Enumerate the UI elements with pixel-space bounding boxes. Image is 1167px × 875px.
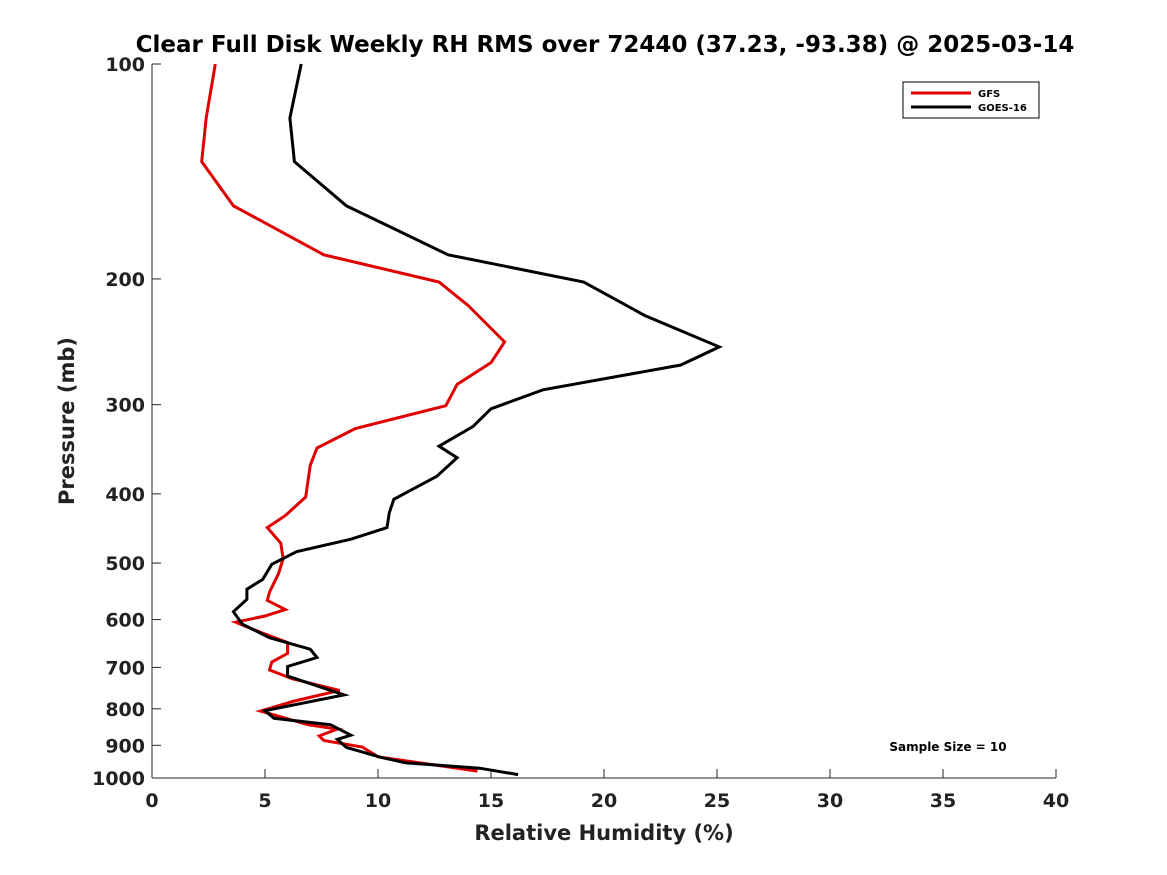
legend: GFS GOES-16 [902,81,1040,119]
y-tick-label: 900 [105,735,145,757]
y-tick-label: 400 [105,484,145,506]
y-tick-label: 600 [105,610,145,632]
chart-title: Clear Full Disk Weekly RH RMS over 72440… [136,32,1075,58]
y-tick-label: 100 [105,54,145,76]
y-tick-label: 800 [105,699,145,721]
x-tick-label: 40 [1043,790,1069,812]
series-line-goes-16 [231,63,723,777]
x-tick-label: 10 [365,790,391,812]
x-tick-label: 0 [145,790,158,812]
legend-entry: GOES-16 [978,103,1027,114]
y-tick-label: 500 [105,553,145,575]
y-tick-label: 1000 [92,768,145,790]
legend-box [902,81,1040,119]
x-tick-label: 30 [817,790,843,812]
x-axis-label: Relative Humidity (%) [474,821,733,845]
sample-size-annotation: Sample Size = 10 [889,740,1006,754]
series-line-gfs [200,63,507,773]
plot-area: 0 5 10 15 20 25 30 35 40 100 200 300 400 500 600 700 800… [92,54,1069,812]
x-tick-label: 20 [591,790,617,812]
x-tick-label: 15 [478,790,504,812]
x-tick-label: 35 [930,790,956,812]
y-tick-label: 700 [105,657,145,679]
y-axis-label: Pressure (mb) [55,337,79,505]
x-tick-label: 25 [704,790,730,812]
x-tick-label: 5 [258,790,271,812]
legend-entry: GFS [978,89,1000,100]
y-tick-label: 300 [105,395,145,417]
y-tick-label: 200 [105,269,145,291]
